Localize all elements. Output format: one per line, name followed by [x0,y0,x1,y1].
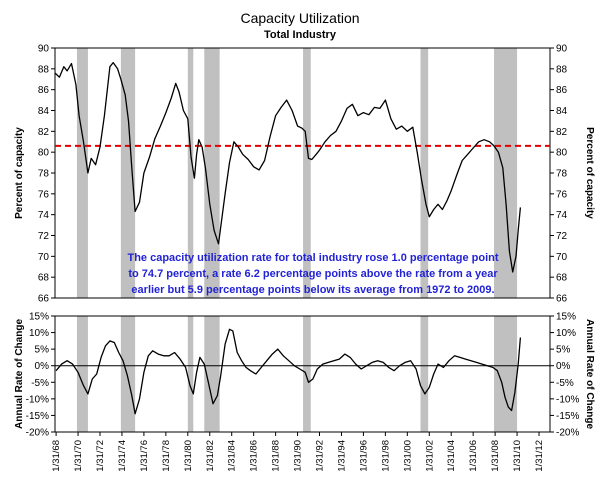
xtick-label-20: 1/31/08 [490,440,501,472]
xtick-label-11: 1/31/90 [293,440,304,472]
change-recession-band-1 [120,316,136,432]
xtick-label-21: 1/31/10 [512,440,523,472]
capacity-ytick-label-left-12: 90 [38,44,50,55]
capacity-ytick-label-right-6: 78 [556,169,568,180]
annotation-line-2: to 74.7 percent, a rate 6.2 percentage p… [128,268,498,280]
capacity-ytick-label-left-1: 68 [38,273,50,284]
capacity-ytick-label-left-6: 78 [38,169,50,180]
capacity-ytick-label-right-1: 68 [556,273,568,284]
change-recession-band-3 [204,316,220,432]
change-ytick-label-right-3: -5% [556,378,574,389]
change-recession-band-4 [303,316,311,432]
capacity-ytick-label-left-7: 80 [38,148,50,159]
capacity-recession-band-2 [187,48,194,298]
xtick-label-5: 1/31/78 [161,440,172,472]
xtick-label-14: 1/31/96 [358,440,369,472]
xtick-label-2: 1/31/72 [95,440,106,472]
capacity-ylabel-left: Percent of capacity [14,127,25,219]
change-ytick-label-left-6: 10% [29,328,49,339]
change-ytick-label-right-0: -20% [556,428,579,439]
xtick-label-18: 1/31/04 [446,440,457,472]
change-recession-band-2 [187,316,194,432]
annotation-line-3: earlier but 5.9 percentage points below … [131,284,494,296]
xtick-label-13: 1/31/94 [336,440,347,472]
capacity-ytick-label-left-8: 82 [38,127,50,138]
capacity-ytick-label-right-10: 86 [556,85,568,96]
capacity-recession-band-5 [420,48,429,298]
capacity-ytick-label-right-12: 90 [556,44,568,55]
xtick-label-10: 1/31/88 [271,440,282,472]
change-ytick-label-left-0: -20% [26,428,49,439]
capacity-recession-band-4 [303,48,311,298]
capacity-recession-band-1 [120,48,136,298]
capacity-ytick-label-left-10: 86 [38,85,50,96]
capacity-ytick-label-right-7: 80 [556,148,568,159]
change-ytick-label-left-4: 0% [35,361,50,372]
xtick-label-12: 1/31/92 [315,440,326,472]
change-ytick-label-right-2: -10% [556,394,579,405]
capacity-ytick-label-right-9: 84 [556,106,568,117]
change-ytick-label-right-5: 5% [556,345,571,356]
xtick-label-6: 1/31/80 [183,440,194,472]
change-ytick-label-right-6: 10% [556,328,576,339]
change-ytick-label-left-2: -10% [26,394,49,405]
capacity-ytick-label-right-4: 74 [556,210,568,221]
change-plot-frame [54,315,551,433]
capacity-recession-band-0 [76,48,88,298]
capacity-ylabel-right: Percent of capacity [584,127,595,219]
capacity-ytick-label-right-0: 66 [556,294,568,305]
change-ytick-label-left-7: 15% [29,312,49,323]
change-ytick-label-right-1: -15% [556,411,579,422]
chart-title: Capacity Utilization [240,10,359,26]
xtick-label-8: 1/31/84 [227,440,238,472]
change-ytick-label-right-7: 15% [556,312,576,323]
date-axis: 1/31/68 1/31/70 1/31/72 1/31/74 1/31/76 1/31/… [51,432,545,472]
xtick-label-4: 1/31/76 [139,440,150,472]
capacity-recession-band-6 [494,48,518,298]
capacity-ytick-label-right-8: 82 [556,127,568,138]
capacity-ytick-label-left-11: 88 [38,64,50,75]
change-ytick-label-left-5: 5% [35,345,50,356]
capacity-ytick-label-left-2: 70 [38,252,50,263]
change-ylabel-left: Annual Rate of Change [14,319,25,429]
xtick-label-3: 1/31/74 [117,440,128,472]
xtick-label-7: 1/31/82 [205,440,216,472]
xtick-label-9: 1/31/86 [249,440,260,472]
xtick-label-22: 1/31/12 [534,440,545,472]
capacity-ytick-label-right-2: 70 [556,252,568,263]
capacity-ytick-label-left-0: 66 [38,294,50,305]
capacity-ytick-label-left-5: 76 [38,189,50,200]
change-series-line [55,328,522,415]
annotation-line-1: The capacity utilization rate for total … [127,252,498,264]
capacity-ytick-label-left-3: 72 [38,231,50,242]
change-recession-band-5 [420,316,429,432]
change-ytick-label-left-1: -15% [26,411,49,422]
change-ytick-label-right-4: 0% [556,361,571,372]
change-recession-band-6 [494,316,518,432]
annual-change-panel: -20% -20% -15% -15% -10% -10% -5% -5% 0% 0% 5% 5% 10… [14,312,595,439]
change-recession-band-0 [76,316,88,432]
xtick-label-19: 1/31/06 [468,440,479,472]
change-ytick-label-left-3: -5% [31,378,49,389]
capacity-ytick-label-left-4: 74 [38,210,50,221]
xtick-label-16: 1/31/00 [402,440,413,472]
xtick-label-15: 1/31/98 [380,440,391,472]
capacity-ytick-label-right-11: 88 [556,64,568,75]
xtick-label-1: 1/31/70 [73,440,84,472]
xtick-label-0: 1/31/68 [51,440,62,472]
capacity-ytick-label-left-9: 84 [38,106,50,117]
capacity-level-panel: 66 66 68 68 70 70 72 72 74 74 76 76 78 78 80 80 82 82 84 84… [14,44,595,305]
change-ylabel-right: Annual Rate of Change [584,319,595,429]
capacity-ytick-label-right-5: 76 [556,189,568,200]
chart-subtitle: Total Industry [264,29,337,41]
capacity-ytick-label-right-3: 72 [556,231,568,242]
xtick-label-17: 1/31/02 [424,440,435,472]
capacity-series-line [54,61,522,273]
